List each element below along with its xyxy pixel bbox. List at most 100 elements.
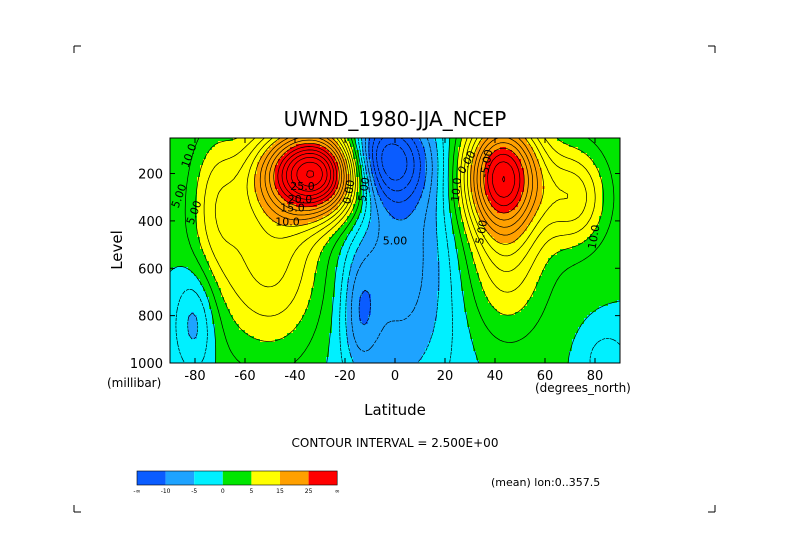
field-cell (200, 324, 203, 327)
field-cell (275, 312, 278, 315)
field-cell (371, 261, 374, 264)
field-cell (332, 321, 335, 324)
field-cell (278, 159, 281, 162)
field-cell (266, 159, 269, 162)
field-cell (317, 243, 320, 246)
field-cell (335, 315, 338, 318)
field-cell (248, 159, 251, 162)
field-cell (386, 150, 389, 153)
field-cell (254, 153, 257, 156)
field-cell (269, 198, 272, 201)
field-cell (302, 147, 305, 150)
field-cell (263, 177, 266, 180)
field-cell (353, 225, 356, 228)
field-cell (395, 303, 398, 306)
field-cell (395, 285, 398, 288)
field-cell (407, 174, 410, 177)
field-cell (176, 330, 179, 333)
field-cell (257, 285, 260, 288)
field-cell (260, 321, 263, 324)
field-cell (356, 237, 359, 240)
field-cell (257, 189, 260, 192)
field-cell (386, 219, 389, 222)
field-cell (395, 255, 398, 258)
field-cell (350, 189, 353, 192)
field-cell (254, 219, 257, 222)
field-cell (224, 267, 227, 270)
field-cell (410, 225, 413, 228)
field-cell (206, 357, 209, 360)
field-cell (206, 171, 209, 174)
field-cell (218, 234, 221, 237)
field-cell (233, 186, 236, 189)
field-cell (287, 216, 290, 219)
field-cell (338, 285, 341, 288)
field-cell (230, 150, 233, 153)
field-cell (287, 189, 290, 192)
field-cell (416, 333, 419, 336)
field-cell (410, 198, 413, 201)
field-cell (359, 219, 362, 222)
field-cell (419, 204, 422, 207)
field-cell (245, 168, 248, 171)
field-cell (368, 240, 371, 243)
field-cell (218, 174, 221, 177)
field-cell (281, 318, 284, 321)
field-cell (287, 174, 290, 177)
field-cell (362, 330, 365, 333)
field-cell (218, 156, 221, 159)
field-cell (329, 144, 332, 147)
field-cell (266, 240, 269, 243)
field-cell (356, 219, 359, 222)
field-cell (389, 336, 392, 339)
field-cell (197, 189, 200, 192)
field-cell (395, 243, 398, 246)
field-cell (263, 231, 266, 234)
field-cell (299, 246, 302, 249)
field-cell (233, 231, 236, 234)
field-cell (410, 192, 413, 195)
field-cell (353, 342, 356, 345)
field-cell (308, 180, 311, 183)
field-cell (335, 333, 338, 336)
field-cell (395, 312, 398, 315)
field-cell (338, 303, 341, 306)
field-cell (293, 159, 296, 162)
field-cell (287, 240, 290, 243)
field-cell (419, 147, 422, 150)
field-cell (251, 321, 254, 324)
field-cell (359, 285, 362, 288)
field-cell (179, 312, 182, 315)
field-cell (365, 327, 368, 330)
field-cell (344, 282, 347, 285)
field-cell (275, 195, 278, 198)
field-cell (389, 150, 392, 153)
field-cell (377, 327, 380, 330)
field-cell (251, 201, 254, 204)
field-cell (305, 183, 308, 186)
field-cell (212, 234, 215, 237)
field-cell (392, 360, 395, 363)
field-cell (368, 216, 371, 219)
field-cell (398, 357, 401, 360)
field-cell (335, 186, 338, 189)
field-cell (326, 225, 329, 228)
field-cell (203, 249, 206, 252)
field-cell (245, 276, 248, 279)
field-cell (401, 300, 404, 303)
field-cell (386, 162, 389, 165)
field-cell (392, 171, 395, 174)
field-cell (341, 264, 344, 267)
field-cell (401, 276, 404, 279)
field-cell (308, 192, 311, 195)
field-cell (236, 258, 239, 261)
field-cell (314, 147, 317, 150)
field-cell (269, 147, 272, 150)
field-cell (239, 204, 242, 207)
field-cell (383, 156, 386, 159)
field-cell (275, 285, 278, 288)
field-cell (305, 264, 308, 267)
field-cell (299, 315, 302, 318)
field-cell (278, 285, 281, 288)
field-cell (245, 225, 248, 228)
